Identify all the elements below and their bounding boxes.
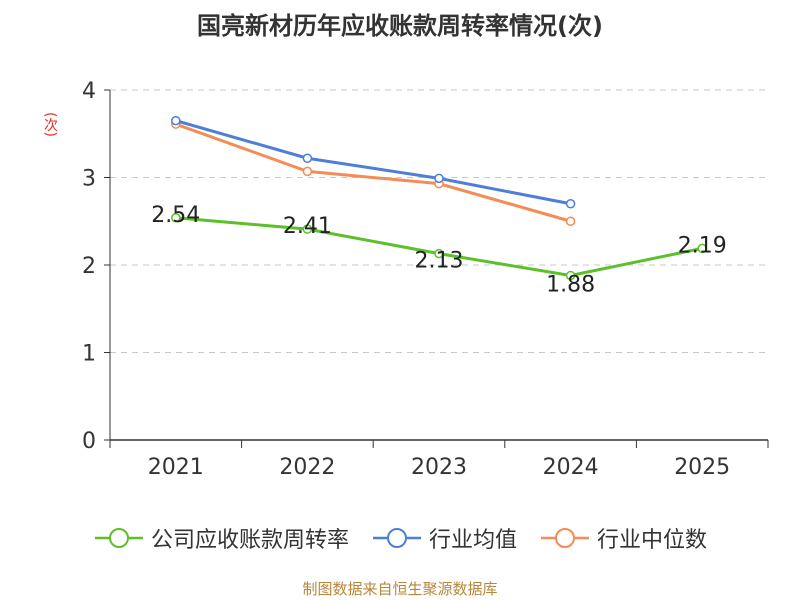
legend: 公司应收账款周转率 行业均值 行业中位数 — [0, 518, 800, 558]
legend-label: 公司应收账款周转率 — [150, 528, 349, 553]
legend-label: 行业均值 — [428, 528, 517, 553]
data-point — [565, 216, 576, 226]
data-point — [171, 115, 181, 126]
data-label: 2.13 — [415, 249, 464, 274]
y-axis-label: (次) — [42, 112, 58, 137]
legend-item[interactable]: 行业均值 — [371, 522, 517, 554]
data-point — [171, 213, 181, 223]
data-point — [565, 270, 576, 281]
data-point — [302, 153, 313, 163]
source-note: 制图数据来自恒生聚源数据库 — [302, 580, 498, 598]
chart-title: 国亮新材历年应收账款周转率情况(次) — [197, 12, 603, 40]
data-label: 2.41 — [283, 214, 332, 239]
x-tick-label: 2022 — [279, 455, 335, 480]
data-point — [434, 248, 444, 259]
data-point — [565, 199, 576, 209]
line-chart: 0 1 2 3 4 2021 2022 2023 2024 2025 2.54 2.41 2.13 1.8… — [82, 79, 769, 480]
data-point — [697, 243, 707, 254]
data-label: 2.19 — [678, 233, 727, 258]
x-tick-label: 2024 — [543, 455, 599, 480]
y-tick-label: 4 — [82, 79, 96, 104]
data-label: 1.88 — [546, 273, 595, 298]
legend-label: 行业中位数 — [597, 528, 708, 553]
x-tick-label: 2021 — [148, 455, 204, 480]
legend-item[interactable]: 行业中位数 — [539, 522, 707, 554]
y-tick-label: 2 — [82, 254, 96, 279]
legend-line-circle-icon — [94, 528, 143, 548]
data-point — [302, 166, 313, 177]
y-tick-label: 3 — [82, 167, 96, 192]
legend-line-circle-icon — [372, 528, 421, 548]
series-line-2 — [175, 122, 572, 223]
data-point — [434, 173, 444, 184]
y-tick-label: 0 — [82, 429, 96, 454]
data-label: 2.54 — [151, 203, 200, 228]
legend-item[interactable]: 公司应收账款周转率 — [93, 522, 349, 554]
x-tick-label: 2025 — [674, 455, 730, 480]
legend-line-circle-icon — [541, 528, 589, 548]
x-tick-label: 2023 — [411, 455, 467, 480]
y-tick-label: 1 — [82, 342, 96, 367]
series-line-1 — [175, 119, 571, 206]
data-point — [302, 224, 313, 234]
